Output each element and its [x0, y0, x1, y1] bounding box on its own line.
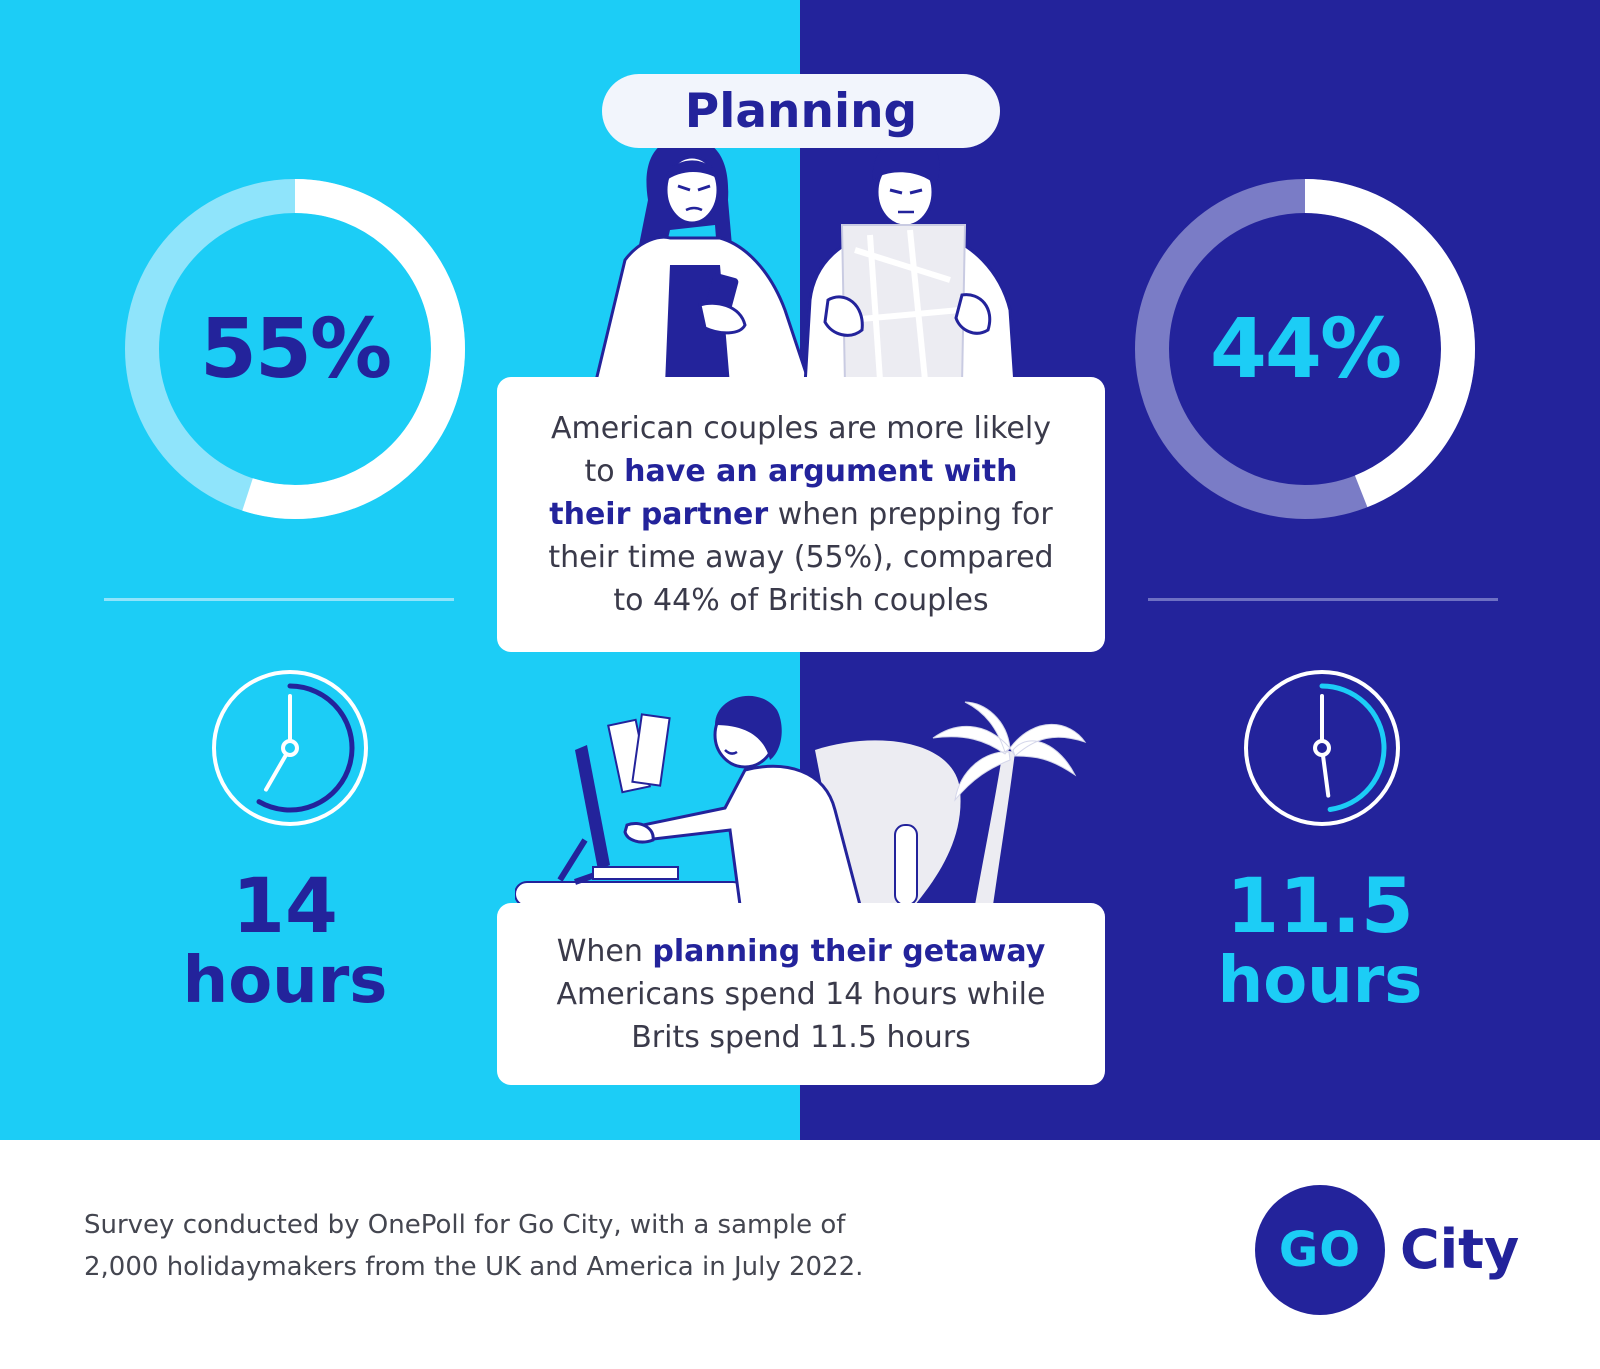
uk-argument-donut [1135, 179, 1475, 519]
us-hours-value: 14 [232, 861, 338, 950]
person-smile [724, 749, 738, 755]
argument-stat-text: American couples are more likely to have… [541, 407, 1061, 622]
card-text: American couples are more likely to [551, 411, 1051, 489]
keyboard-icon [592, 866, 679, 880]
woman-fringe [664, 160, 720, 182]
woman-mouth [685, 206, 703, 212]
donut-value-arc [1135, 179, 1475, 519]
uk-hours-unit: hours [1217, 944, 1423, 1018]
monitor-icon [575, 745, 610, 870]
palm-leaves [932, 701, 1087, 802]
card-emphasis: have an argument with their partner [549, 454, 1018, 532]
person-hand [623, 822, 655, 844]
planning-hours-text: When planning their getaway Americans sp… [541, 930, 1061, 1059]
planning-at-computer-illustration [515, 695, 1087, 907]
person-body [641, 764, 862, 907]
couple-arguing-illustration [593, 136, 1017, 385]
right-divider [1148, 598, 1498, 601]
section-title: Planning [602, 74, 1000, 148]
man-brows [889, 188, 923, 195]
clock-icon [212, 670, 368, 826]
card-text: when prepping for their time away (55%),… [548, 497, 1054, 618]
person-hair [715, 695, 782, 760]
footnote-line: Survey conducted by OnePoll for Go City,… [84, 1210, 846, 1240]
chair-back [815, 740, 961, 905]
logo-mark: GO [1255, 1185, 1385, 1315]
footnote-line: 2,000 holidaymakers from the UK and Amer… [84, 1252, 864, 1282]
ticket-icon [631, 713, 671, 787]
card-emphasis: planning their getaway [652, 933, 1046, 969]
woman-hand [698, 301, 747, 335]
uk-argument-value: 44% [1209, 301, 1402, 397]
argument-stat-card: American couples are more likely to have… [497, 377, 1105, 652]
clock-center [1313, 739, 1331, 757]
clock-center [281, 739, 299, 757]
clock-face [1244, 670, 1400, 826]
chair-post [894, 824, 918, 906]
palm-trunk [975, 750, 1015, 905]
card-text: Americans spend 14 hours while Brits spe… [556, 976, 1046, 1055]
us-argument-donut [125, 179, 465, 519]
survey-footnote: Survey conducted by OnePoll for Go City,… [84, 1204, 904, 1288]
map-lines [849, 229, 961, 381]
uk-hours-value: 11.5 [1226, 861, 1414, 950]
clock-face [212, 670, 368, 826]
woman-brows [677, 184, 711, 192]
logo-wordmark: City [1400, 1218, 1520, 1281]
go-city-logo: GO City [1255, 1185, 1545, 1315]
left-divider [104, 598, 454, 601]
clock-progress-arc [256, 683, 355, 813]
donut-value-arc [125, 179, 465, 519]
card-text: When [556, 933, 653, 969]
planning-hours-card: When planning their getaway Americans sp… [497, 903, 1105, 1085]
us-hours-unit: hours [182, 944, 388, 1018]
man-hands [823, 293, 992, 337]
clock-progress-arc [1319, 683, 1387, 812]
clock-icon [1244, 670, 1400, 826]
monitor-stand [557, 838, 596, 885]
man-hair [872, 136, 940, 185]
us-argument-value: 55% [199, 301, 392, 397]
